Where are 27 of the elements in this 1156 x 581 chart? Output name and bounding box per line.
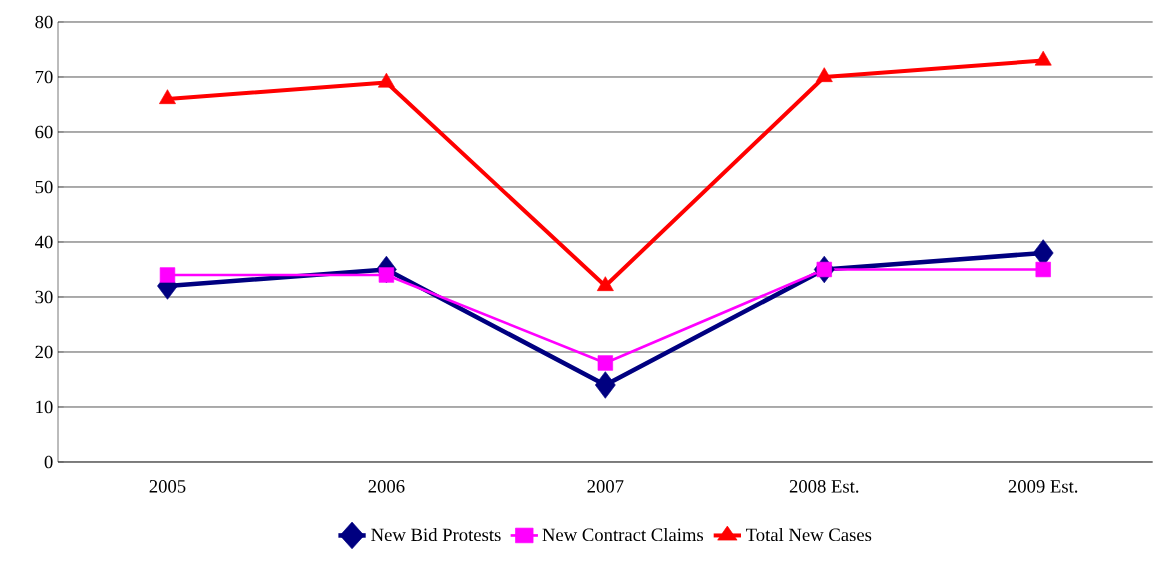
- x-tick-label: 2005: [149, 480, 186, 493]
- y-tick-label: 0: [44, 455, 53, 469]
- x-tick-label: 2007: [587, 480, 624, 493]
- y-tick-label: 70: [35, 70, 53, 84]
- y-tick-label: 50: [35, 180, 53, 194]
- point: [378, 267, 395, 283]
- point: [1035, 261, 1051, 278]
- x-tick-label: 2008 Est.: [789, 480, 859, 493]
- point: [159, 267, 176, 283]
- point: [816, 261, 832, 278]
- legend-label: New Bid Protests: [371, 527, 501, 542]
- y-tick-label: 30: [35, 290, 53, 304]
- y-tick-label: 40: [34, 235, 53, 249]
- point: [159, 89, 176, 105]
- y-tick-label: 80: [35, 15, 53, 29]
- legend-label: Total New Cases: [746, 527, 872, 542]
- y-tick-label: 60: [35, 125, 53, 139]
- point: [815, 67, 833, 82]
- point: [377, 72, 395, 88]
- x-tick-label: 2009 Est.: [1008, 480, 1078, 493]
- x-tick-label: 2006: [368, 480, 405, 493]
- y-tick-label: 20: [35, 345, 53, 359]
- legend-label: New Contract Claims: [542, 527, 704, 542]
- y-tick-label: 10: [36, 400, 53, 414]
- point: [595, 371, 616, 399]
- point: [597, 355, 614, 371]
- point: [1034, 50, 1052, 66]
